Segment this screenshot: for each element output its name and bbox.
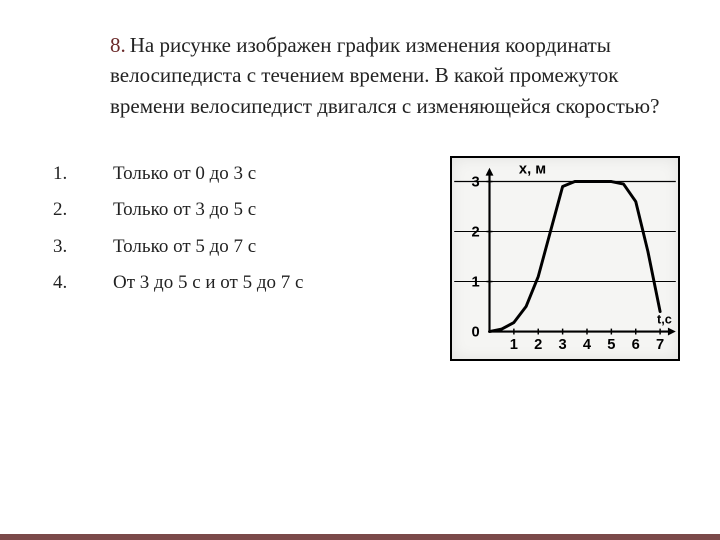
svg-text:6: 6 (632, 338, 640, 354)
position-time-chart: 12345670123х, мt,c (450, 156, 680, 361)
svg-text:4: 4 (583, 338, 592, 354)
svg-text:3: 3 (472, 175, 480, 191)
answer-list: Только от 0 до 3 сТолько от 3 до 5 сТоль… (110, 156, 430, 300)
svg-text:х, м: х, м (519, 162, 546, 178)
svg-text:1: 1 (510, 338, 518, 354)
svg-text:2: 2 (472, 225, 480, 241)
svg-text:0: 0 (472, 325, 480, 341)
footer-accent-bar (0, 534, 720, 540)
svg-text:t,c: t,c (657, 312, 672, 327)
svg-text:3: 3 (559, 338, 567, 354)
svg-text:1: 1 (472, 275, 480, 291)
svg-text:2: 2 (534, 338, 542, 354)
question-number: 8. (110, 33, 126, 57)
answer-option: Только от 3 до 5 с (50, 192, 430, 228)
svg-text:5: 5 (607, 338, 615, 354)
svg-text:7: 7 (656, 338, 664, 354)
question-text: На рисунке изображен график изменения ко… (110, 33, 659, 118)
answer-option: От 3 до 5 с и от 5 до 7 с (50, 265, 430, 301)
answer-option: Только от 0 до 3 с (50, 156, 430, 192)
answer-option: Только от 5 до 7 с (50, 229, 430, 265)
